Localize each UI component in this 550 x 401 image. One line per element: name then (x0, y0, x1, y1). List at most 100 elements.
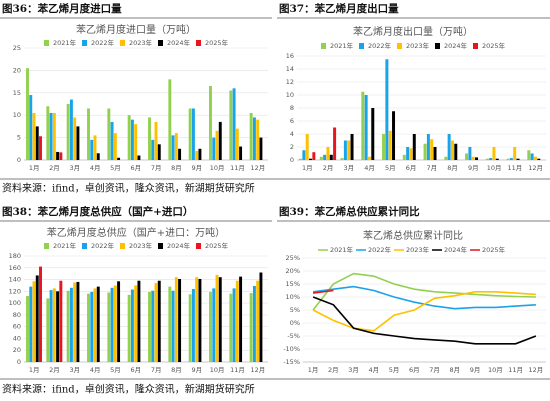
bar (39, 266, 42, 362)
x-tick-label: 12月 (528, 366, 543, 374)
bar (309, 158, 313, 160)
bar (130, 289, 134, 362)
y-tick-label: 0 (17, 156, 21, 164)
bar (361, 91, 365, 160)
bar (475, 157, 479, 160)
x-tick-label: 3月 (344, 164, 355, 172)
bar (212, 288, 216, 362)
bar (430, 139, 434, 160)
x-tick-label: 7月 (429, 366, 440, 374)
legend-label: 2021年 (53, 38, 77, 47)
bar (134, 285, 138, 362)
bar (110, 287, 114, 362)
bar (90, 291, 94, 362)
y-tick-label: 140 (9, 276, 21, 284)
y-tick-label: 20 (13, 66, 21, 74)
x-tick-label: 8月 (450, 366, 461, 374)
y-tick-label: 60 (13, 323, 21, 331)
bar (423, 143, 427, 160)
y-tick-label: 25% (286, 254, 300, 262)
bar (252, 117, 256, 160)
y-tick-label: 0 (290, 156, 294, 164)
bar (489, 158, 493, 160)
legend-swatch (435, 43, 440, 49)
bar (29, 95, 33, 160)
bar (350, 134, 354, 160)
y-tick-label: 80 (13, 311, 21, 319)
x-tick-label: 3月 (70, 164, 81, 172)
legend-label: 2023年 (129, 38, 153, 47)
bar (235, 280, 239, 362)
bar (96, 153, 100, 160)
legend-swatch (397, 43, 402, 49)
legend-label: 2024年 (167, 38, 191, 47)
bar (509, 158, 513, 160)
y-tick-label: 12 (286, 78, 294, 86)
y-tick-label: 4 (290, 130, 294, 138)
bar (450, 140, 454, 160)
bar (154, 121, 158, 160)
bar (168, 79, 172, 160)
bar (347, 140, 351, 160)
bar (35, 126, 39, 160)
bar (73, 282, 77, 362)
legend-label: 2022年 (368, 245, 392, 254)
bar (117, 281, 121, 362)
bar (513, 147, 517, 160)
legend-label: 2021年 (330, 245, 354, 254)
bar (171, 290, 175, 362)
bar (326, 147, 330, 160)
x-tick-label: 5月 (110, 366, 121, 374)
bar (188, 294, 192, 362)
legend-swatch (473, 43, 478, 49)
bar (409, 148, 413, 160)
legend-swatch (196, 243, 201, 249)
bar (249, 293, 253, 362)
bar (485, 158, 489, 160)
bar (49, 112, 53, 160)
y-tick-label: 15% (286, 280, 300, 288)
bar (32, 112, 36, 160)
x-tick-label: 6月 (131, 164, 142, 172)
y-tick-label: 15 (13, 89, 21, 97)
bar (93, 135, 97, 160)
bar (52, 288, 56, 362)
bar (215, 130, 219, 160)
x-tick-label: 8月 (171, 164, 182, 172)
x-tick-label: 4月 (90, 366, 101, 374)
x-tick-label: 10月 (210, 164, 225, 172)
x-tick-label: 7月 (151, 164, 162, 172)
bar (239, 146, 243, 160)
bar (134, 124, 138, 160)
bar (113, 285, 117, 362)
bar (323, 154, 327, 160)
figure-header: 图37：苯乙烯月度出口量 (279, 2, 399, 15)
figure-header: 图36：苯乙烯月度进口量 (2, 2, 122, 15)
x-tick-label: 9月 (192, 366, 203, 374)
x-tick-label: 7月 (427, 164, 438, 172)
chart-title: 苯乙烯总供应累计同比 (363, 229, 463, 242)
bar (130, 119, 134, 160)
x-tick-label: 9月 (192, 164, 203, 172)
bar (49, 290, 53, 362)
bar (340, 158, 344, 160)
bar (26, 296, 29, 362)
bar (69, 287, 73, 362)
y-tick-label: -10% (283, 345, 300, 353)
x-tick-label: 9月 (468, 164, 479, 172)
bar (447, 134, 451, 160)
y-tick-label: 160 (9, 264, 21, 272)
legend-swatch (158, 40, 163, 46)
line-series (312, 289, 334, 294)
y-tick-label: -15% (283, 358, 300, 366)
bar (367, 156, 371, 160)
bar (239, 276, 243, 362)
bar (76, 281, 80, 362)
legend-swatch (321, 43, 326, 49)
bar (127, 115, 131, 160)
chart-title: 苯乙烯月度出口量（万吨） (353, 25, 473, 38)
legend-label: 2024年 (444, 41, 468, 50)
bar (66, 290, 70, 362)
legend-label: 2023年 (406, 245, 430, 254)
x-tick-label: 2月 (49, 366, 60, 374)
